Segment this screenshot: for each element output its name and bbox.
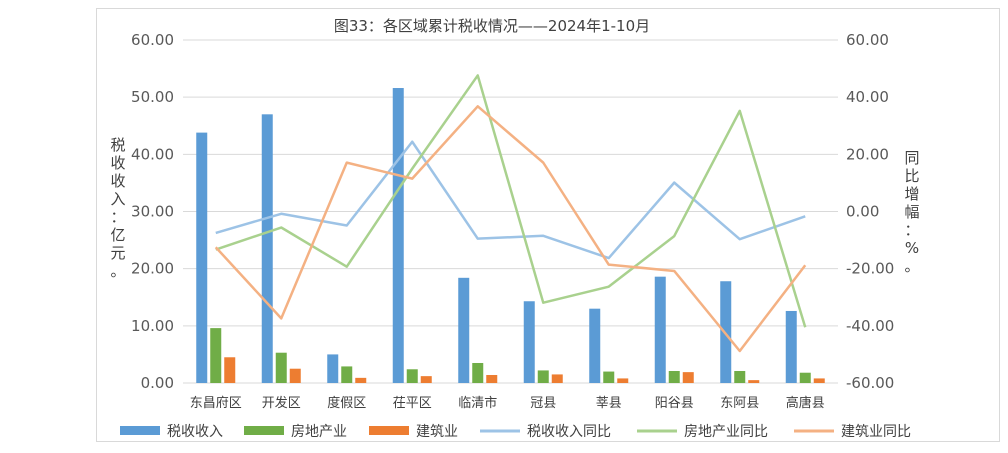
category-label: 东阿县 [720,396,759,411]
y-right-tick-label: -20.00 [846,260,894,278]
chart-frame [96,8,1000,442]
legend-label: 房地产业同比 [684,424,768,440]
y-left-tick-label: 20.00 [131,260,174,278]
category-label: 莘县 [596,396,622,411]
chart-title: 图33：各区域累计税收情况——2024年1-10月 [334,17,650,35]
bar-3 [682,372,694,383]
y-left-tick-label: 50.00 [131,88,174,106]
line-series-2 [215,74,807,328]
bar-3 [813,378,825,383]
bar-3 [355,377,367,383]
bar-2 [734,370,746,383]
bar-3 [224,357,236,383]
bar-1 [589,308,601,383]
y-left-tick-label: 60.00 [131,31,174,49]
bar-3 [617,378,629,383]
bar-2 [341,366,353,383]
y-right-tick-label: 60.00 [846,31,889,49]
bar-1 [458,277,470,383]
bar-1 [327,354,339,383]
legend-label: 税收收入同比 [527,424,611,440]
bar-1 [261,114,273,384]
y-right-tick-label: -60.00 [846,374,894,392]
legend-swatch [369,426,409,435]
category-label: 阳谷县 [655,396,694,411]
y-right-tick-label: 40.00 [846,88,889,106]
y-left-tick-label: 0.00 [141,374,174,392]
bar-3 [551,374,563,383]
legend-swatch [244,426,284,435]
bar-1 [196,132,208,383]
bar-2 [799,372,811,383]
bar-3 [420,376,432,383]
category-label: 冠县 [530,396,556,411]
legend-label: 建筑业同比 [841,424,911,440]
bar-2 [275,352,287,383]
y-right-axis-label: 同比增幅：%。 [904,149,919,275]
bar-3 [748,380,760,383]
bar-2 [472,362,484,383]
y-left-axis-label: 税收收入：亿元。 [110,136,125,280]
category-label: 东昌府区 [190,396,242,411]
legend-swatch [120,426,160,435]
line-series-3 [214,105,807,353]
bar-1 [654,276,666,383]
bar-2 [406,369,418,383]
y-right-tick-label: 0.00 [846,203,879,221]
y-right-tick-label: 20.00 [846,145,889,163]
bar-1 [523,301,535,383]
line-series-1 [215,140,806,260]
bar-2 [537,370,549,383]
bar-1 [785,310,797,383]
bar-3 [486,374,498,383]
legend-label: 建筑业 [416,424,458,440]
category-label: 开发区 [262,395,301,411]
category-label: 临清市 [458,395,497,411]
category-label: 度假区 [327,395,366,411]
bar-3 [289,368,301,383]
category-label: 高唐县 [786,395,825,411]
bar-2 [668,370,680,383]
legend-label: 税收收入 [167,424,223,440]
category-label: 茌平区 [393,396,432,411]
bar-2 [210,328,222,383]
legend-label: 房地产业 [291,424,347,440]
bar-2 [603,371,615,383]
y-left-tick-label: 30.00 [131,203,174,221]
y-left-tick-label: 10.00 [131,317,174,335]
y-right-tick-label: -40.00 [846,317,894,335]
y-left-tick-label: 40.00 [131,145,174,163]
bar-1 [392,88,404,384]
